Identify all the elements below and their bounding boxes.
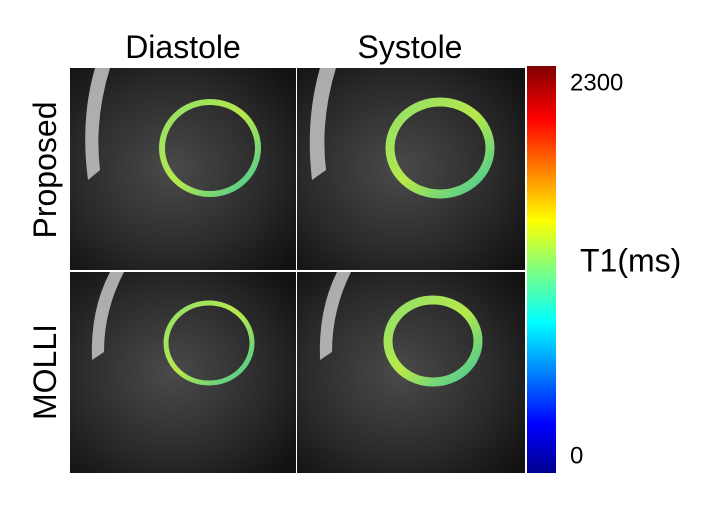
image-panel xyxy=(297,272,525,473)
colorbar-min: 0 xyxy=(570,442,583,469)
image-panel xyxy=(70,272,296,473)
colorbar-label: T1(ms) xyxy=(580,242,681,278)
image-panel xyxy=(70,68,296,270)
image-panel xyxy=(297,68,525,270)
column-header: Diastole xyxy=(125,29,241,65)
row-header: MOLLI xyxy=(27,324,63,420)
column-header: Systole xyxy=(358,29,463,65)
colorbar-max: 2300 xyxy=(570,69,623,96)
row-header: Proposed xyxy=(27,102,63,239)
colorbar xyxy=(527,66,556,473)
